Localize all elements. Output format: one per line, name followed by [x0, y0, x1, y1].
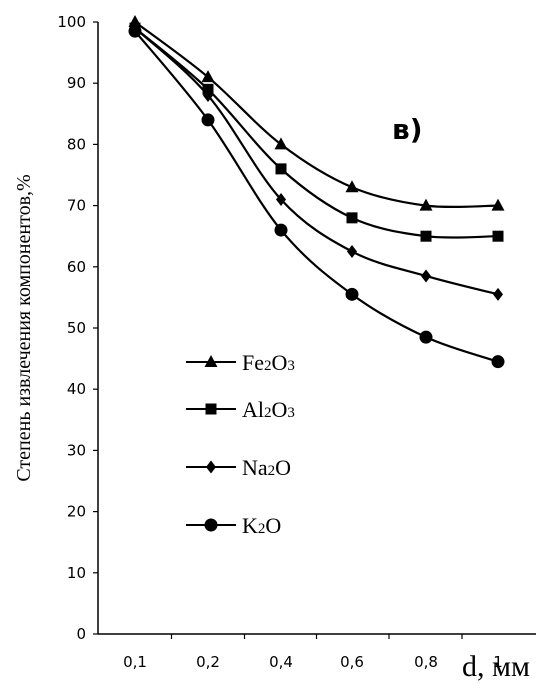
legend-label-al2o3: Al2O3: [242, 397, 295, 422]
data-point-fe2o3: [345, 180, 359, 193]
y-tick-label: 0: [76, 625, 86, 643]
y-tick-label: 60: [67, 258, 86, 276]
series-na2o: [130, 21, 503, 301]
data-point-k2o: [128, 24, 142, 38]
data-point-na2o: [347, 245, 357, 258]
series-line-fe2o3: [134, 21, 499, 209]
y-tick-label: 50: [67, 319, 86, 337]
y-tick-label: 70: [67, 197, 86, 215]
x-tick-label: 0,2: [196, 653, 220, 671]
data-point-na2o: [276, 192, 286, 206]
y-tick-label: 80: [67, 135, 86, 153]
data-point-na2o: [421, 269, 431, 283]
series-group: [128, 15, 505, 369]
data-point-fe2o3: [201, 70, 215, 83]
legend-item-k2o: K2O: [186, 513, 281, 538]
series-line-na2o: [134, 27, 499, 296]
y-axis-title: Степень извлечения компонентов,%: [13, 174, 35, 481]
x-tick-label: 1: [493, 653, 503, 671]
data-point-fe2o3: [274, 137, 288, 150]
data-point-al2o3: [492, 230, 504, 242]
data-point-k2o: [419, 330, 433, 344]
legend-label-k2o: K2O: [242, 513, 281, 538]
y-tick-label: 40: [67, 380, 86, 398]
legend: Fe2O3 Al2O3 Na2O K2O: [186, 350, 295, 538]
legend-label-na2o: Na2O: [242, 455, 291, 480]
panel-label: в): [392, 113, 423, 146]
axes: [93, 21, 536, 639]
data-point-fe2o3: [491, 198, 505, 211]
data-point-na2o: [493, 287, 503, 301]
data-point-al2o3: [275, 163, 287, 175]
data-point-na2o: [203, 88, 213, 102]
legend-item-na2o: Na2O: [186, 455, 291, 480]
series-fe2o3: [128, 15, 505, 211]
series-al2o3: [129, 22, 504, 242]
legend-marker-al2o3: [205, 403, 217, 415]
y-tick-label: 90: [67, 74, 86, 92]
x-tick-label: 0,1: [123, 653, 147, 671]
data-point-k2o: [201, 113, 215, 127]
data-point-al2o3: [420, 230, 432, 242]
data-point-k2o: [274, 223, 288, 237]
y-tick-label: 20: [67, 503, 86, 521]
legend-marker-na2o: [206, 460, 216, 474]
tick-labels: 0 10 20 30 40 50 60 70 80 90 100 0,1 0,2 0,4 0,6 0,8 1: [57, 13, 502, 671]
legend-marker-fe2o3: [204, 355, 218, 367]
x-axis-title: d, мм: [462, 650, 530, 683]
y-tick-label: 100: [57, 13, 86, 31]
x-tick-label: 0,4: [269, 653, 293, 671]
legend-marker-k2o: [204, 518, 218, 532]
legend-item-fe2o3: Fe2O3: [186, 350, 295, 375]
x-tick-label: 0,6: [340, 653, 364, 671]
y-tick-label: 30: [67, 441, 86, 459]
legend-label-fe2o3: Fe2O3: [242, 350, 295, 375]
data-point-k2o: [491, 355, 505, 369]
legend-item-al2o3: Al2O3: [186, 397, 295, 422]
series-k2o: [128, 24, 505, 369]
data-point-k2o: [345, 287, 359, 301]
x-tick-label: 0,8: [414, 653, 438, 671]
data-point-al2o3: [346, 212, 358, 224]
data-point-fe2o3: [419, 198, 433, 211]
y-tick-label: 10: [67, 564, 86, 582]
